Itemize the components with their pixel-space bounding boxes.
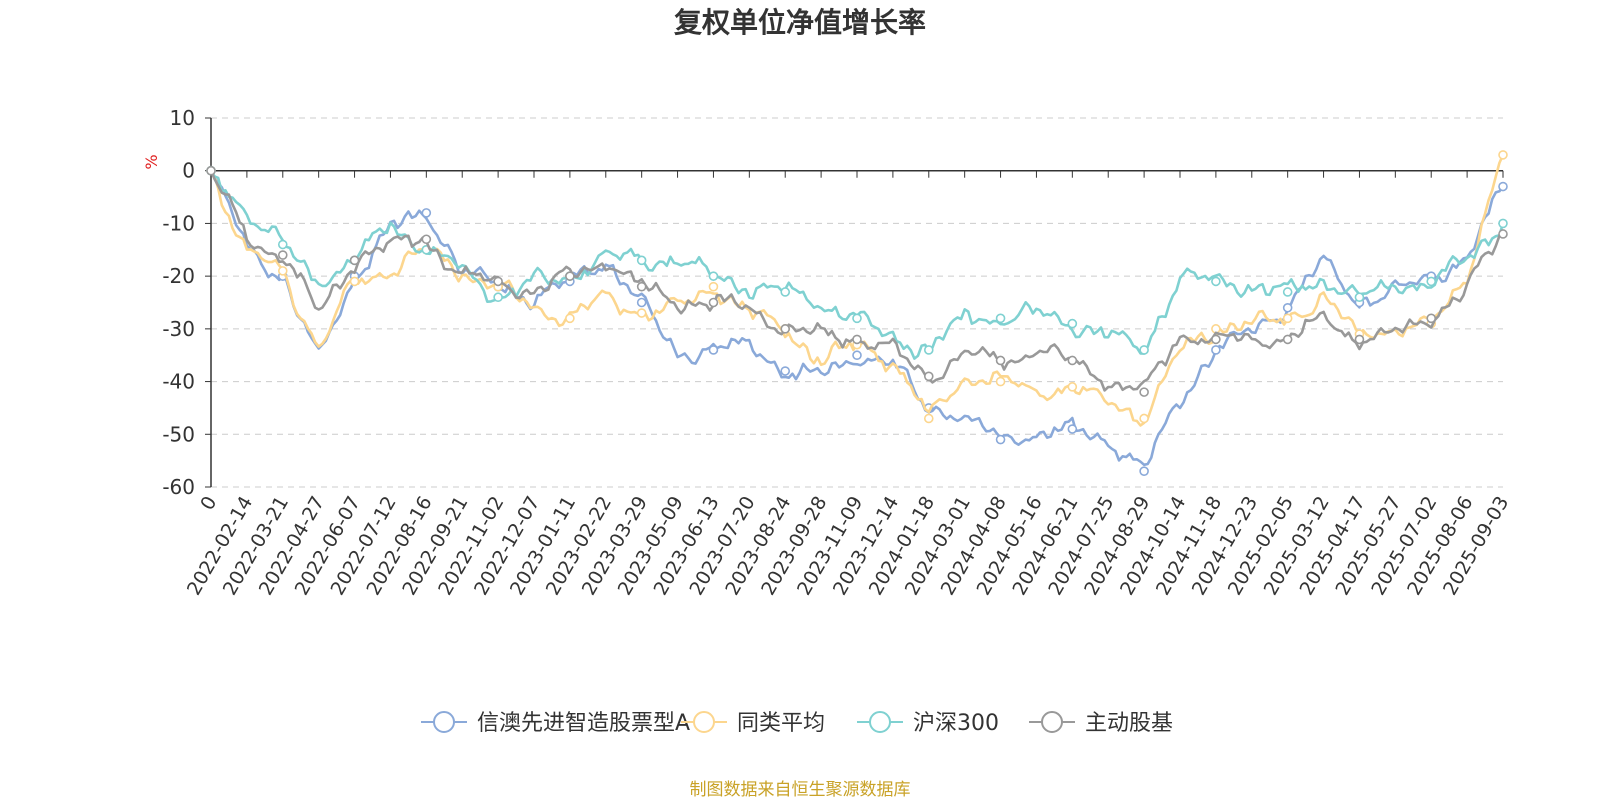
legend-marker	[869, 711, 891, 733]
data-point	[1498, 150, 1508, 160]
data-point	[1067, 424, 1078, 434]
data-point	[349, 276, 360, 287]
data-point	[1498, 218, 1508, 229]
series-line	[209, 154, 1505, 427]
data-point	[852, 350, 862, 361]
data-point	[1426, 313, 1437, 324]
data-point	[923, 371, 934, 382]
data-point	[1139, 466, 1149, 476]
y-tick-label: 0	[182, 159, 195, 183]
data-point	[1282, 313, 1293, 324]
data-point	[1067, 382, 1078, 392]
legend-label: 沪深300	[913, 711, 999, 736]
data-point	[708, 297, 719, 308]
data-point	[995, 376, 1006, 387]
data-point	[1067, 355, 1078, 366]
y-axis-label: %	[142, 154, 161, 169]
data-point	[1211, 345, 1221, 355]
legend-item[interactable]: 沪深300	[857, 711, 999, 736]
axes: 100-10-20-30-40-50-6002022-02-142022-03-…	[162, 106, 1513, 599]
data-point	[1211, 334, 1221, 345]
data-point	[1498, 229, 1508, 239]
data-point	[565, 271, 575, 281]
data-point	[1139, 413, 1149, 424]
legend-label: 信澳先进智造股票型A	[477, 711, 690, 736]
data-point	[708, 345, 719, 355]
data-point	[995, 313, 1006, 324]
data-point	[565, 313, 575, 324]
legend-marker	[433, 711, 455, 733]
data-point	[923, 345, 934, 355]
data-point	[1498, 181, 1508, 192]
legend-marker	[1041, 711, 1063, 733]
data-point	[206, 165, 216, 176]
data-point	[708, 271, 719, 281]
data-point	[421, 234, 432, 245]
data-point	[852, 334, 862, 345]
data-point	[493, 292, 503, 303]
data-point	[780, 287, 791, 297]
y-tick-label: -40	[162, 370, 195, 394]
data-point	[636, 281, 647, 292]
legend-item[interactable]: 主动股基	[1029, 711, 1173, 736]
data-point	[349, 255, 360, 266]
data-point	[1211, 276, 1221, 287]
legend-label: 同类平均	[737, 711, 825, 736]
y-tick-label: -20	[162, 264, 195, 288]
data-point	[277, 266, 288, 276]
data-point	[1282, 302, 1293, 313]
data-point	[1282, 334, 1293, 345]
y-tick-label: -10	[162, 211, 195, 235]
data-point	[1354, 334, 1365, 345]
x-tick-label: 0	[196, 493, 221, 514]
y-tick-label: -30	[162, 317, 195, 341]
legend-item[interactable]: 信澳先进智造股票型A	[421, 711, 690, 736]
legend-item[interactable]: 同类平均	[681, 711, 825, 736]
data-point	[1139, 345, 1149, 355]
data-point	[421, 208, 432, 218]
data-point	[636, 308, 647, 318]
data-point	[1139, 387, 1149, 397]
legend-marker	[693, 711, 715, 733]
data-point	[1354, 292, 1365, 303]
data-point	[1426, 276, 1437, 287]
data-point	[493, 276, 503, 287]
data-point	[636, 297, 647, 308]
data-point	[780, 366, 791, 376]
data-point	[995, 434, 1006, 445]
y-tick-label: -50	[162, 422, 195, 446]
data-point	[708, 281, 719, 292]
data-point	[277, 239, 288, 250]
legend[interactable]: 信澳先进智造股票型A 同类平均 沪深300 主动股基	[421, 711, 1173, 736]
series-line	[209, 170, 1505, 360]
series-lines	[206, 150, 1508, 476]
data-point	[852, 313, 862, 324]
source-note: 制图数据来自恒生聚源数据库	[690, 780, 911, 800]
y-tick-label: 10	[170, 106, 195, 130]
data-point	[1282, 287, 1293, 297]
data-point	[780, 324, 791, 334]
legend-label: 主动股基	[1085, 711, 1173, 736]
y-tick-label: -60	[162, 475, 195, 499]
series-3	[206, 165, 1508, 397]
chart-title: 复权单位净值增长率	[674, 6, 926, 39]
data-point	[636, 255, 647, 266]
data-point	[277, 250, 288, 260]
data-point	[995, 355, 1006, 366]
data-point	[1067, 318, 1078, 329]
data-point	[923, 413, 934, 424]
